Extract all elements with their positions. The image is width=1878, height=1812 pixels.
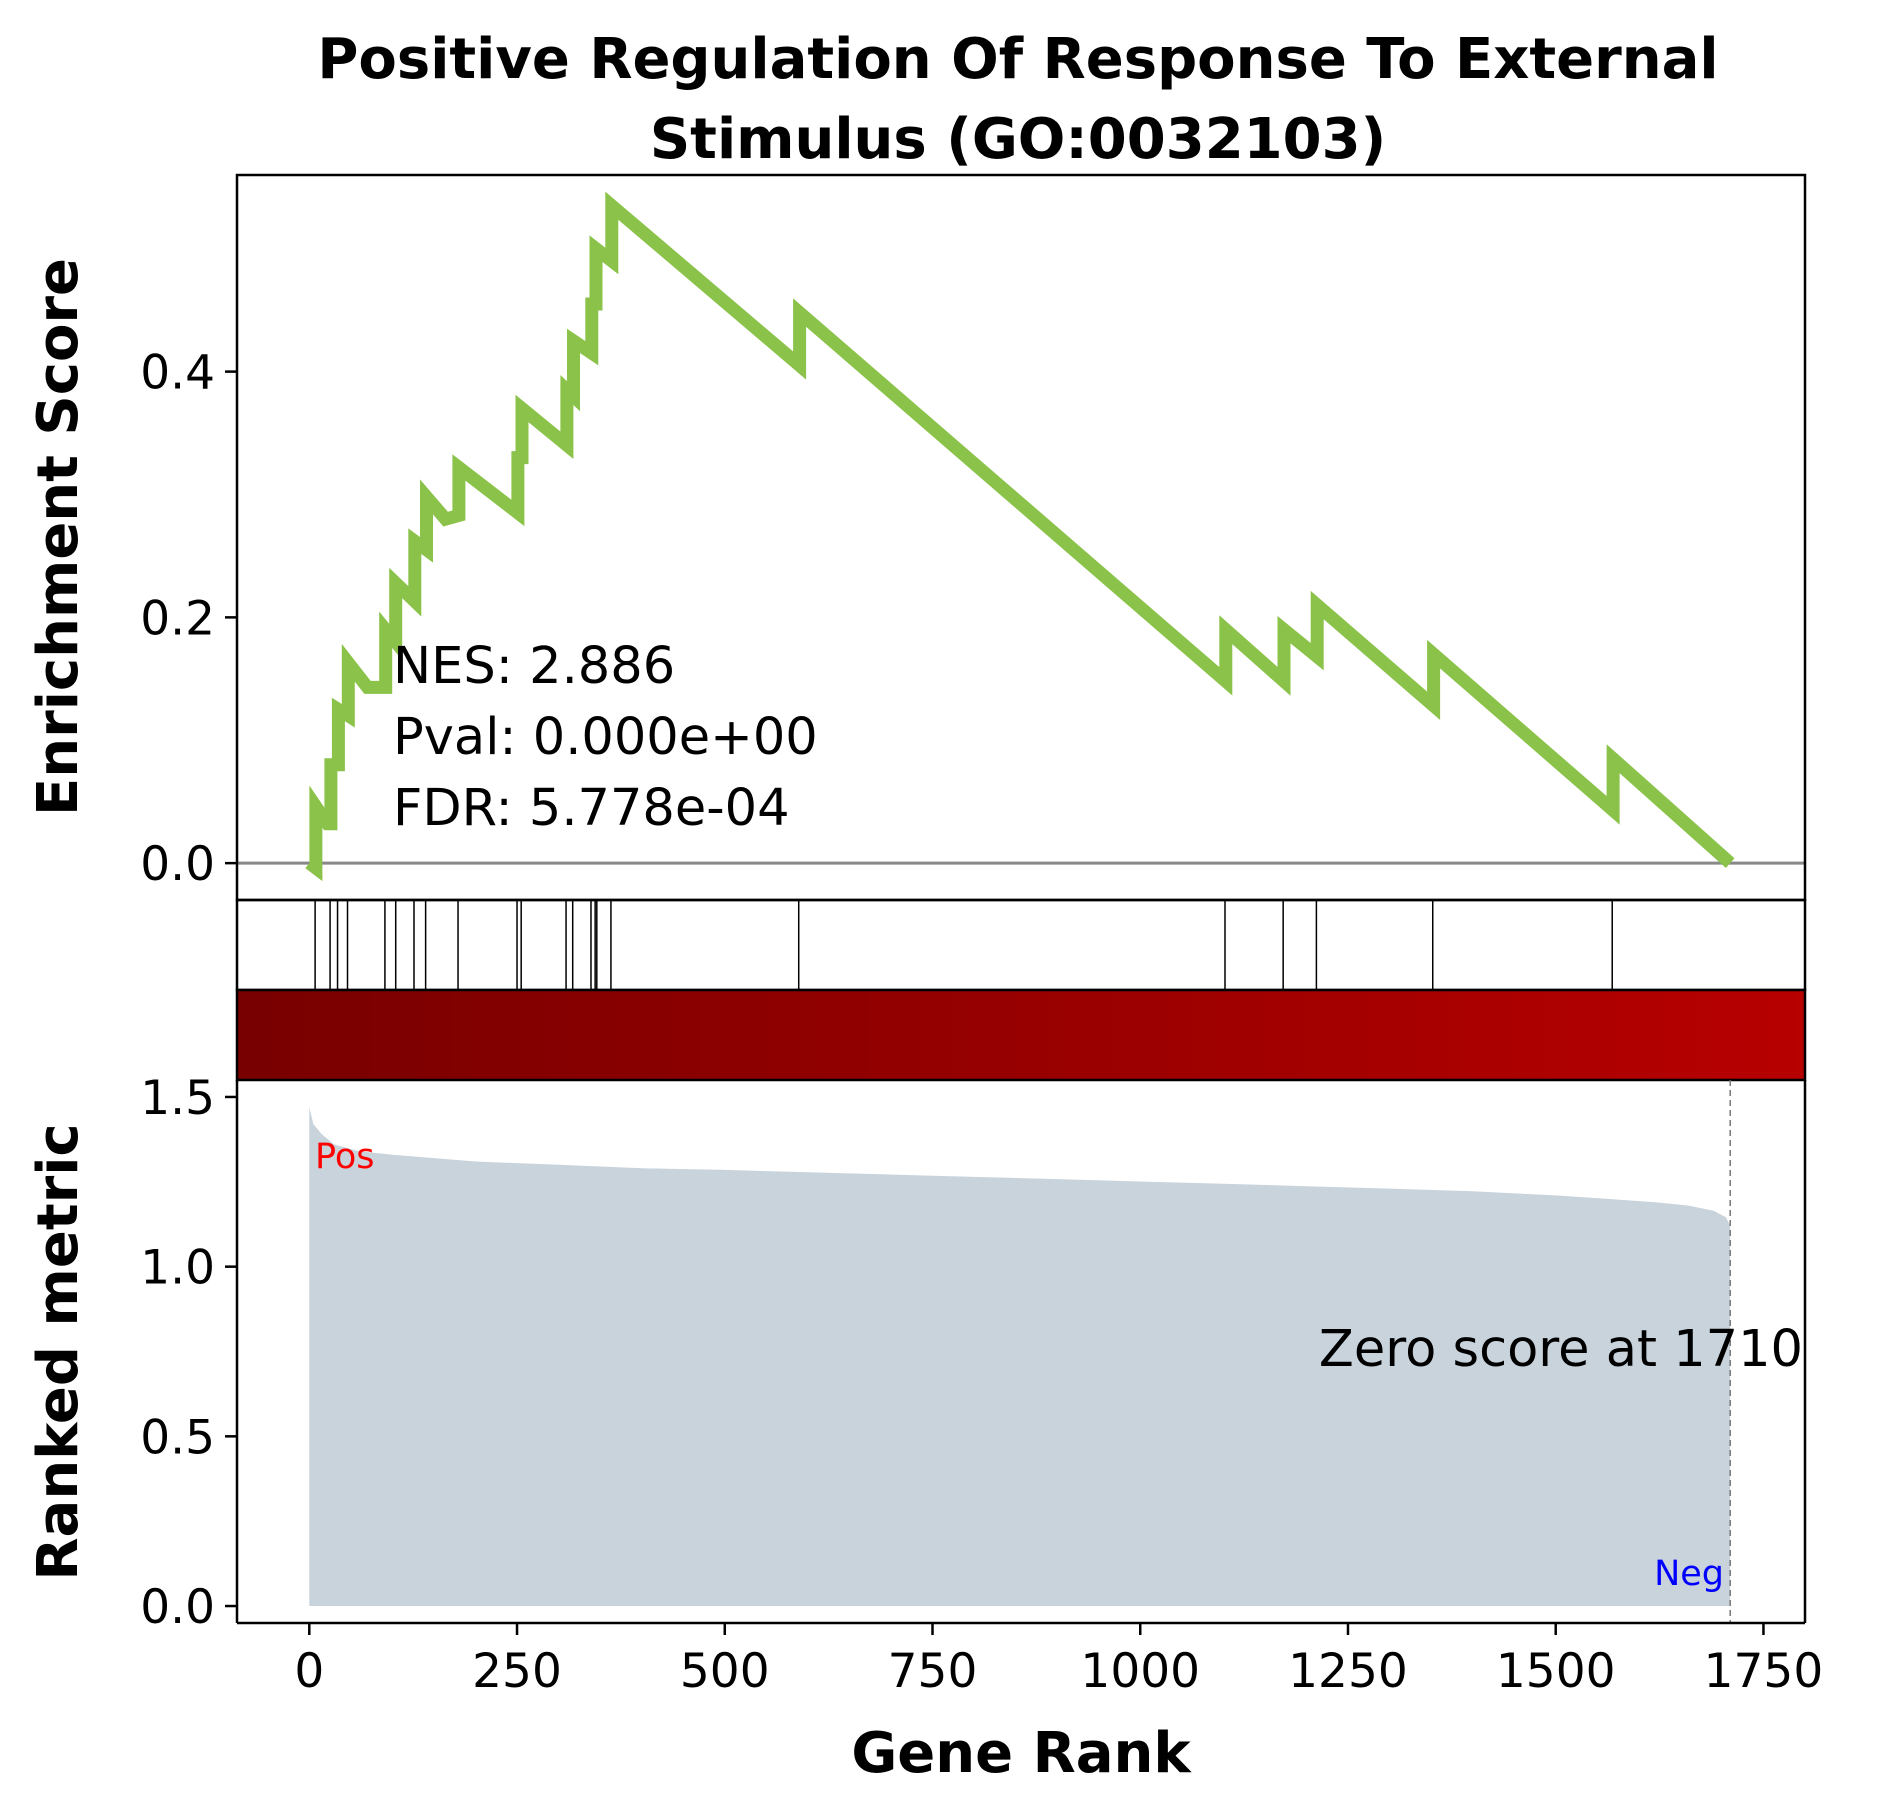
chart-title-line-1: Positive Regulation Of Response To Exter…: [317, 27, 1718, 92]
x-tick-label: 750: [888, 1644, 978, 1699]
neg-label: Neg: [1654, 1554, 1724, 1594]
gene-hit-marks: [314, 900, 1613, 990]
zero-score-label: Zero score at 1710: [1319, 1320, 1803, 1379]
x-tick-label: 1500: [1496, 1644, 1616, 1699]
running-enrichment-line: [305, 191, 1735, 882]
pval-label: Pval: 0.000e+00: [393, 708, 818, 767]
x-tick-label: 500: [680, 1644, 770, 1699]
chart-title-line-2: Stimulus (GO:0032103): [650, 107, 1386, 172]
es-y-tick-label: 0.4: [140, 346, 215, 401]
fdr-label: FDR: 5.778e-04: [393, 779, 790, 838]
es-y-axis-label: Enrichment Score: [26, 258, 91, 816]
rm-y-tick-label: 1.5: [140, 1071, 215, 1126]
es-y-tick-label: 0.0: [140, 837, 215, 892]
ranked-metric-area: [309, 1107, 1731, 1606]
rank-colorbar: [235, 988, 1807, 1082]
es-y-tick-label: 0.2: [140, 591, 215, 646]
x-tick-label: 1750: [1704, 1644, 1824, 1699]
hits-panel: [235, 898, 1807, 992]
hits-panel-frame: [235, 898, 1807, 992]
nes-label: NES: 2.886: [393, 637, 675, 696]
pos-label: Pos: [315, 1137, 375, 1177]
x-tick-label: 250: [472, 1644, 562, 1699]
enrichment-panel: 0.0 0.2 0.4 NES: 2.886 Pval: 0.000e+00 FDR…: [26, 173, 1807, 902]
rm-y-tick-label: 0.0: [140, 1580, 215, 1635]
x-tick-label: 0: [294, 1644, 324, 1699]
x-axis: 0 250 500 750 1000 1250 1500 1750: [294, 1623, 1823, 1699]
rm-y-tick-label: 1.0: [140, 1241, 215, 1296]
rm-y-axis: 0.0 0.5 1.0 1.5: [140, 1071, 237, 1635]
ranked-metric-panel: Pos Neg Zero score at 1710 0.00.51.01.5 …: [26, 1071, 1807, 1635]
rm-y-axis-label: Ranked metric: [26, 1123, 91, 1580]
rm-y-tick-label: 0.5: [140, 1410, 215, 1465]
x-tick-label: 1250: [1288, 1644, 1408, 1699]
es-y-axis: 0.0 0.2 0.4: [140, 346, 237, 892]
x-axis-label: Gene Rank: [851, 1721, 1192, 1786]
x-tick-label: 1000: [1080, 1644, 1200, 1699]
